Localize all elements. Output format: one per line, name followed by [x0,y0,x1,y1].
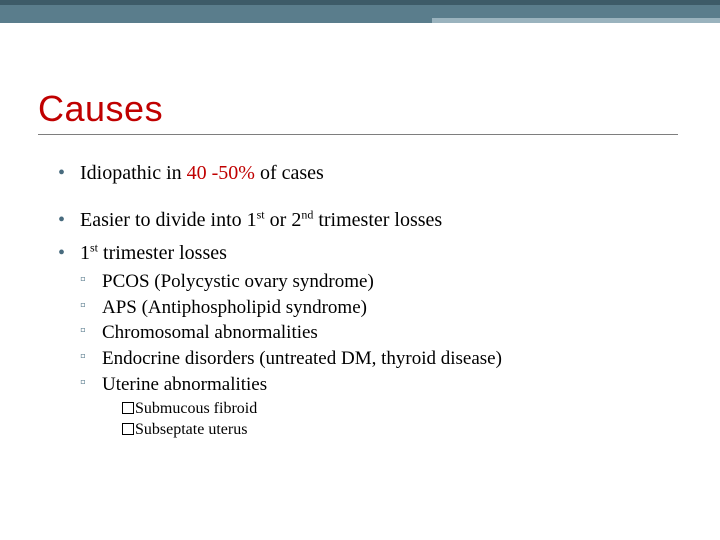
b1-pre: Idiopathic in [80,162,187,184]
sub-5-text: Uterine abnormalities [102,374,267,395]
b3-post: trimester losses [98,242,227,264]
b2-pre: Easier to divide into 1 [80,209,257,231]
content-area: Idiopathic in 40 -50% of cases Easier to… [58,160,678,447]
b2-mid: or 2 [265,209,302,231]
b1-post: of cases [260,162,324,184]
tert-1-text: Submucous fibroid [135,400,257,417]
b2-post: trimester losses [313,209,442,231]
accent-bar-3 [432,18,720,23]
box-icon [122,402,134,414]
tert-1: Submucous fibroid [102,399,678,420]
bullet-2: Easier to divide into 1st or 2nd trimest… [58,207,678,234]
sub-4: Endocrine disorders (untreated DM, thyro… [80,346,678,372]
sub-5: Uterine abnormalities Submucous fibroid … [80,372,678,441]
b2-sup1: st [257,207,265,221]
title-text: Causes [38,88,163,129]
box-icon [122,423,134,435]
b3-pre: 1 [80,242,90,264]
sub-1: PCOS (Polycystic ovary syndrome) [80,269,678,295]
tert-2: Subseptate uterus [102,420,678,441]
spacer [58,193,678,207]
slide-title: Causes [38,88,163,130]
slide: Causes Idiopathic in 40 -50% of cases Ea… [0,0,720,540]
tert-2-text: Subseptate uterus [135,421,247,438]
bullet-3: 1st trimester losses PCOS (Polycystic ov… [58,240,678,441]
sub-3: Chromosomal abnormalities [80,320,678,346]
sub-bullet-list: PCOS (Polycystic ovary syndrome) APS (An… [80,269,678,441]
b2-sup2: nd [301,207,313,221]
bullet-list: Idiopathic in 40 -50% of cases Easier to… [58,160,678,441]
sub-2: APS (Antiphospholipid syndrome) [80,295,678,321]
tertiary-list: Submucous fibroid Subseptate uterus [102,399,678,441]
bullet-1: Idiopathic in 40 -50% of cases [58,160,678,187]
title-underline [38,134,678,135]
b1-red: 40 -50% [187,162,260,184]
b3-sup: st [90,240,98,254]
